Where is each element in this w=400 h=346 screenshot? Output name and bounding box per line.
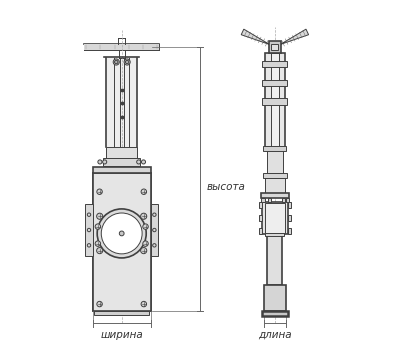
Bar — [288, 202, 291, 208]
Circle shape — [124, 59, 130, 65]
Bar — [262, 202, 288, 234]
Bar — [261, 193, 288, 198]
Bar — [263, 173, 287, 178]
Bar — [268, 198, 272, 202]
Text: ширина: ширина — [100, 330, 143, 340]
Circle shape — [119, 231, 124, 236]
Circle shape — [141, 213, 147, 219]
Bar — [103, 158, 140, 166]
Circle shape — [137, 160, 141, 164]
Circle shape — [141, 247, 147, 254]
Bar — [258, 228, 262, 234]
Circle shape — [143, 241, 148, 246]
Circle shape — [97, 301, 102, 307]
Bar — [94, 311, 149, 315]
Bar — [262, 311, 288, 316]
Circle shape — [141, 301, 146, 307]
Text: высота: высота — [207, 182, 246, 192]
Bar — [151, 204, 158, 256]
Bar — [85, 204, 93, 256]
Circle shape — [97, 213, 103, 219]
Bar — [262, 99, 288, 104]
Bar — [93, 167, 151, 173]
Circle shape — [95, 241, 100, 246]
Circle shape — [97, 209, 146, 258]
Bar — [262, 80, 288, 86]
Bar — [265, 203, 285, 233]
Bar — [268, 234, 282, 285]
Bar — [265, 178, 285, 193]
Circle shape — [103, 160, 107, 164]
Bar — [288, 228, 291, 234]
Polygon shape — [241, 29, 275, 48]
Circle shape — [97, 247, 103, 254]
Polygon shape — [274, 29, 308, 48]
Bar — [84, 44, 159, 50]
Bar — [265, 233, 284, 236]
Bar — [258, 215, 262, 221]
Bar — [286, 198, 289, 202]
Circle shape — [143, 224, 148, 229]
Circle shape — [141, 189, 146, 194]
Bar — [269, 41, 281, 53]
Circle shape — [95, 224, 100, 229]
Circle shape — [101, 213, 142, 254]
Bar — [106, 147, 137, 158]
Polygon shape — [93, 173, 151, 311]
Bar — [264, 285, 286, 311]
Bar — [261, 198, 265, 202]
Circle shape — [97, 189, 102, 194]
Bar — [267, 149, 283, 173]
Bar — [106, 57, 137, 147]
Bar — [288, 215, 291, 221]
Bar — [265, 53, 285, 149]
Bar — [263, 146, 286, 151]
Circle shape — [126, 60, 129, 64]
Bar — [271, 53, 279, 149]
Bar — [282, 198, 285, 202]
Bar — [262, 61, 288, 67]
Circle shape — [142, 160, 146, 164]
Circle shape — [98, 160, 102, 164]
Text: длина: длина — [258, 330, 292, 340]
Bar — [272, 44, 278, 51]
Circle shape — [114, 60, 118, 64]
Bar — [93, 173, 151, 311]
Circle shape — [113, 59, 119, 65]
Bar — [258, 202, 262, 208]
